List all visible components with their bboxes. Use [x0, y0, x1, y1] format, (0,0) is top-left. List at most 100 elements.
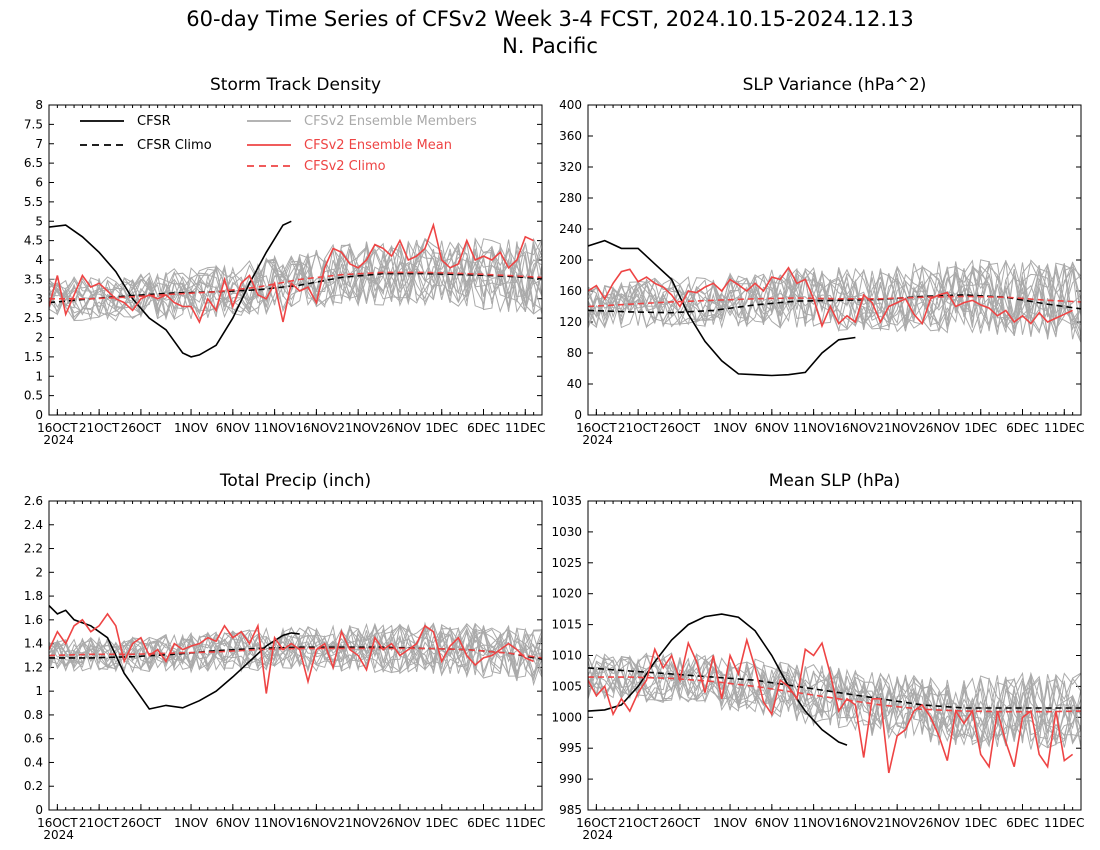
y-tick-label: 2 [35, 565, 43, 579]
y-tick-label: 0 [35, 803, 43, 817]
x-tick-label: 16OCT [37, 421, 78, 435]
plot-frame [587, 104, 1082, 416]
y-tick-label: 320 [559, 160, 582, 174]
legend-label: CFSv2 Ensemble Members [304, 114, 477, 129]
y-tick-label: 7 [35, 137, 43, 151]
x-tick-label: 26NOV [379, 816, 421, 830]
ensemble-member-line [49, 239, 542, 322]
x-tick-label: 21OCT [79, 421, 120, 435]
cfsv2-ensemble-mean-line [49, 612, 534, 694]
y-tick-label: 995 [559, 741, 582, 755]
x-tick-label: 16OCT [37, 816, 78, 830]
x-tick-label: 26OCT [121, 421, 162, 435]
x-tick-label: 16NOV [835, 421, 877, 435]
x-tick-label: 11DEC [505, 816, 545, 830]
x-year-label: 2024 [43, 828, 74, 842]
cfsr-line [588, 613, 848, 746]
chart-legend: CFSR CFSR Climo CFSv2 Ensemble Members CFSv… [80, 114, 477, 174]
x-tick-label: 16OCT [576, 421, 617, 435]
x-tick-label: 21NOV [337, 421, 379, 435]
x-tick-label: 11NOV [793, 816, 835, 830]
x-tick-label: 6DEC [1006, 816, 1039, 830]
ensemble-member-line [588, 262, 1081, 337]
x-tick-label: 1NOV [713, 421, 748, 435]
y-tick-label: 2 [35, 331, 43, 345]
panel-title: Total Precip (inch) [219, 471, 371, 491]
ensemble-member-line [49, 239, 542, 321]
ensemble-member-line [49, 627, 542, 677]
x-year-label: 2024 [43, 433, 74, 447]
x-tick-label: 11DEC [1044, 421, 1084, 435]
x-tick-label: 1DEC [964, 421, 997, 435]
plot-area [588, 613, 1081, 774]
cfsr-climo-line [49, 272, 542, 304]
x-tick-label: 26OCT [660, 816, 701, 830]
x-tick-label: 6DEC [1006, 421, 1039, 435]
y-tick-label: 2.6 [24, 494, 43, 508]
cfsv2-climo-line [588, 676, 1081, 713]
x-tick-label: 1NOV [174, 421, 209, 435]
x-tick-label: 26NOV [918, 421, 960, 435]
y-tick-label: 160 [559, 284, 582, 298]
panel-title: Storm Track Density [210, 75, 381, 95]
y-tick-label: 40 [567, 377, 582, 391]
y-tick-label: 360 [559, 129, 582, 143]
x-tick-label: 16NOV [296, 816, 338, 830]
ensemble-member-line [588, 260, 1081, 336]
y-tick-label: 0.2 [24, 779, 43, 793]
figure-title-line1: 60-day Time Series of CFSv2 Week 3-4 FCS… [186, 7, 914, 31]
x-tick-label: 16OCT [576, 816, 617, 830]
figure-title-line2: N. Pacific [502, 34, 598, 58]
chart-panel-1: Storm Track Density 0 0.5 1 1.5 2 2.5 3 3.5 4 4.5 5… [24, 75, 546, 447]
cfsv2-ensemble-mean-line [588, 266, 1073, 329]
x-tick-label: 21NOV [337, 816, 379, 830]
y-tick-label: 120 [559, 315, 582, 329]
x-tick-label: 11NOV [254, 816, 296, 830]
x-tick-label: 21OCT [618, 816, 659, 830]
x-tick-label: 21NOV [876, 421, 918, 435]
cfsr-line [49, 220, 292, 358]
y-tick-label: 0.4 [24, 755, 43, 769]
y-tick-label: 1 [35, 369, 43, 383]
cfsr-climo-line [588, 667, 1081, 709]
x-tick-label: 16NOV [835, 816, 877, 830]
y-tick-label: 2.2 [24, 542, 43, 556]
legend-label: CFSv2 Climo [304, 159, 386, 174]
y-tick-label: 0 [574, 408, 582, 422]
figure-title: 60-day Time Series of CFSv2 Week 3-4 FCS… [0, 6, 1100, 60]
y-tick-label: 5.5 [24, 195, 43, 209]
plot-frame [48, 500, 543, 811]
cfsr-climo-line [588, 294, 1081, 314]
x-tick-label: 11DEC [505, 421, 545, 435]
x-tick-label: 1NOV [713, 816, 748, 830]
x-tick-label: 6DEC [467, 816, 500, 830]
y-tick-label: 1.4 [24, 637, 43, 651]
x-tick-label: 21OCT [618, 421, 659, 435]
y-tick-label: 1025 [551, 556, 582, 570]
y-tick-label: 400 [559, 98, 582, 112]
y-tick-label: 2.5 [24, 311, 43, 325]
cfsr-line [588, 239, 856, 377]
x-tick-label: 26OCT [660, 421, 701, 435]
x-year-label: 2024 [582, 433, 613, 447]
panel-title: Mean SLP (hPa) [769, 471, 901, 491]
x-tick-label: 6DEC [467, 421, 500, 435]
x-tick-label: 11NOV [254, 421, 296, 435]
y-tick-label: 1 [35, 684, 43, 698]
ensemble-member-line [588, 653, 1081, 748]
cfsv2-climo-line [49, 647, 542, 659]
y-tick-label: 1020 [551, 587, 582, 601]
y-tick-label: 3.5 [24, 272, 43, 286]
x-tick-label: 16NOV [296, 421, 338, 435]
ensemble-member-line [588, 655, 1081, 749]
y-tick-label: 1.6 [24, 613, 43, 627]
ensemble-member-line [49, 241, 542, 316]
cfsv2-climo-line [588, 295, 1081, 308]
x-tick-label: 26OCT [121, 816, 162, 830]
plot-area [49, 605, 542, 710]
ensemble-member-line [49, 237, 542, 316]
x-tick-label: 26NOV [918, 816, 960, 830]
y-tick-label: 1.2 [24, 660, 43, 674]
ensemble-member-line [49, 241, 542, 313]
